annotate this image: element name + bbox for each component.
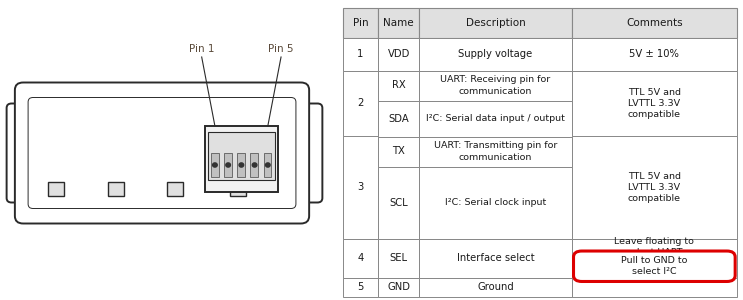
Bar [167, 182, 184, 196]
Bar [237, 153, 245, 177]
Bar [572, 8, 737, 38]
Circle shape [265, 163, 270, 167]
Bar [419, 38, 572, 70]
Text: Pin 5: Pin 5 [268, 44, 293, 54]
Bar [572, 38, 737, 70]
Bar [572, 136, 737, 238]
Text: SEL: SEL [389, 253, 408, 263]
Bar [108, 182, 123, 196]
Bar [378, 278, 419, 297]
Text: Interface select: Interface select [457, 253, 534, 263]
Text: 2: 2 [357, 98, 364, 109]
Bar [264, 153, 271, 177]
Bar [419, 167, 572, 239]
Text: 5: 5 [357, 282, 364, 292]
Bar [378, 70, 419, 101]
Text: TTL 5V and
LVTTL 3.3V
compatible: TTL 5V and LVTTL 3.3V compatible [628, 88, 681, 119]
Text: Name: Name [383, 17, 414, 28]
Bar [210, 153, 218, 177]
Text: I²C: Serial clock input: I²C: Serial clock input [445, 198, 546, 207]
Bar [378, 100, 419, 136]
Bar [343, 8, 378, 38]
Circle shape [239, 163, 244, 167]
Text: Leave floating to
select UART: Leave floating to select UART [614, 237, 694, 257]
Bar [343, 38, 378, 70]
Text: Ground: Ground [477, 282, 514, 292]
Text: Pin 1: Pin 1 [189, 44, 215, 54]
Text: UART: Transmitting pin for
communication: UART: Transmitting pin for communication [434, 141, 557, 161]
Bar [343, 70, 378, 136]
Text: 3: 3 [357, 182, 363, 193]
Bar [378, 38, 419, 70]
Bar [378, 8, 419, 38]
Bar [250, 153, 259, 177]
Text: GND: GND [387, 282, 410, 292]
Bar [343, 238, 378, 278]
Bar [207, 132, 275, 180]
FancyBboxPatch shape [574, 251, 735, 281]
Text: VDD: VDD [388, 49, 410, 59]
Text: tastier: tastier [429, 157, 545, 191]
Text: Pull to GND to
select I²C: Pull to GND to select I²C [621, 256, 687, 276]
Text: Supply voltage: Supply voltage [458, 49, 533, 59]
Bar [419, 238, 572, 278]
Text: SCL: SCL [389, 197, 408, 208]
Bar [572, 70, 737, 136]
Text: Description: Description [466, 17, 525, 28]
Circle shape [253, 163, 257, 167]
Bar [572, 278, 737, 297]
Bar [419, 100, 572, 136]
Bar [343, 136, 378, 238]
Text: UART: Receiving pin for
communication: UART: Receiving pin for communication [441, 75, 551, 95]
Bar [378, 167, 419, 239]
Text: RX: RX [392, 80, 406, 91]
Text: I²C: Serial data input / output: I²C: Serial data input / output [426, 114, 565, 123]
FancyBboxPatch shape [294, 103, 322, 202]
Text: TX: TX [392, 146, 405, 157]
Bar [572, 238, 737, 278]
Bar [378, 136, 419, 166]
Text: Comments: Comments [626, 17, 683, 28]
FancyBboxPatch shape [15, 82, 309, 224]
Bar [419, 8, 572, 38]
Text: Pin: Pin [353, 17, 369, 28]
Text: TTL 5V and
LVTTL 3.3V
compatible: TTL 5V and LVTTL 3.3V compatible [628, 172, 681, 203]
Bar [205, 126, 278, 192]
Bar [419, 70, 572, 101]
Text: 5V ± 10%: 5V ± 10% [629, 49, 679, 59]
Bar [378, 238, 419, 278]
Bar [48, 182, 64, 196]
Circle shape [212, 163, 217, 167]
Bar [224, 153, 232, 177]
Text: tastier: tastier [85, 150, 166, 174]
Text: SDA: SDA [389, 113, 409, 124]
Circle shape [226, 163, 230, 167]
Text: 4: 4 [357, 253, 363, 263]
Bar [419, 278, 572, 297]
Bar [419, 136, 572, 166]
Bar [230, 182, 246, 196]
Bar [343, 278, 378, 297]
Text: 1: 1 [357, 49, 364, 59]
FancyBboxPatch shape [7, 103, 35, 202]
